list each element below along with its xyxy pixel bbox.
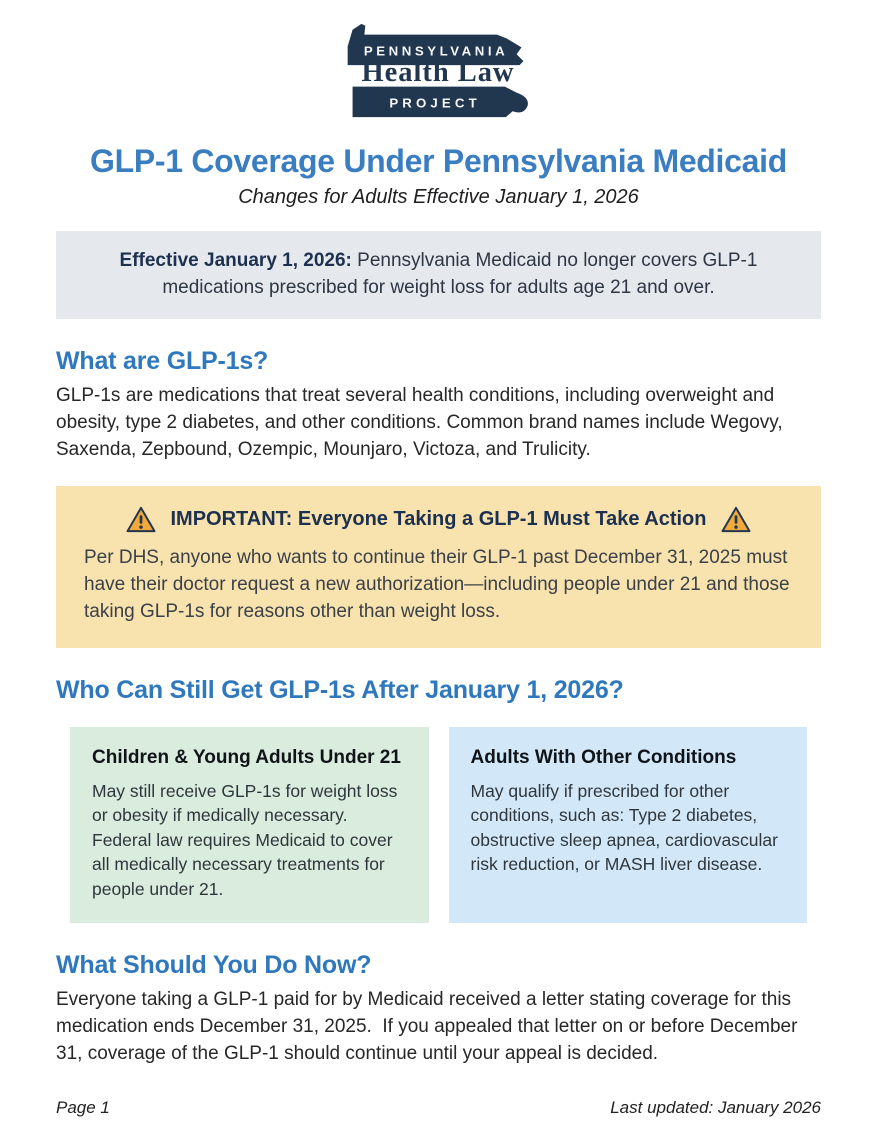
notice-lead-text: Effective January 1, 2026: [119, 250, 352, 271]
card-body: May still receive GLP-1s for weight loss… [92, 780, 398, 899]
card-adults-other-conditions: Adults With Other Conditions May qualify… [448, 726, 807, 924]
last-updated-text: Last updated: January 2026 [610, 1098, 821, 1117]
warning-triangle-icon [127, 506, 156, 532]
page-footer: Page 1 Last updated: January 2026 [56, 1098, 821, 1122]
card-title: Adults With Other Conditions [470, 746, 737, 768]
card-body: May qualify if prescribed for other cond… [470, 780, 778, 875]
card-title: Children & Young Adults Under 21 [92, 746, 401, 768]
eligibility-cards-row: Children & Young Adults Under 21 May sti… [70, 726, 807, 924]
notice-body-text: Pennsylvania Medicaid no longer covers G… [162, 250, 758, 298]
section-heading-who-can-still-get: Who Can Still Get GLP-1s After January 1… [56, 675, 624, 704]
page-number: Page 1 [56, 1098, 110, 1117]
logo-container: PENNSYLVANIA Health Law PROJECT [56, 14, 821, 129]
section-heading-what-are-glp1s: What are GLP-1s? [56, 346, 269, 375]
what-now-paragraph: Everyone taking a GLP-1 paid for by Medi… [56, 989, 803, 1065]
effective-notice-box: Effective January 1, 2026: Pennsylvania … [56, 231, 821, 319]
what-are-glp1s-paragraph: GLP-1s are medications that treat severa… [56, 384, 788, 460]
logo-text-pennsylvania: PENNSYLVANIA [363, 43, 507, 58]
page-title: GLP-1 Coverage Under Pennsylvania Medica… [90, 143, 787, 179]
logo-text-health-law: Health Law [361, 57, 514, 88]
warning-triangle-icon [721, 506, 750, 532]
important-heading-row: IMPORTANT: Everyone Taking a GLP-1 Must … [84, 506, 793, 533]
important-heading-text: IMPORTANT: Everyone Taking a GLP-1 Must … [170, 507, 707, 530]
section-heading-what-should-you-do: What Should You Do Now? [56, 951, 372, 980]
important-action-box: IMPORTANT: Everyone Taking a GLP-1 Must … [56, 485, 821, 648]
logo-state-bottom-band [352, 86, 528, 118]
card-children-under-21: Children & Young Adults Under 21 May sti… [70, 726, 429, 924]
page-subtitle: Changes for Adults Effective January 1, … [238, 186, 639, 208]
logo-state-top-band [347, 23, 523, 66]
important-body-paragraph: Per DHS, anyone who wants to continue th… [84, 546, 795, 622]
logo-text-project: PROJECT [389, 95, 480, 110]
phlp-pennsylvania-state-logo: PENNSYLVANIA Health Law PROJECT [347, 23, 528, 118]
